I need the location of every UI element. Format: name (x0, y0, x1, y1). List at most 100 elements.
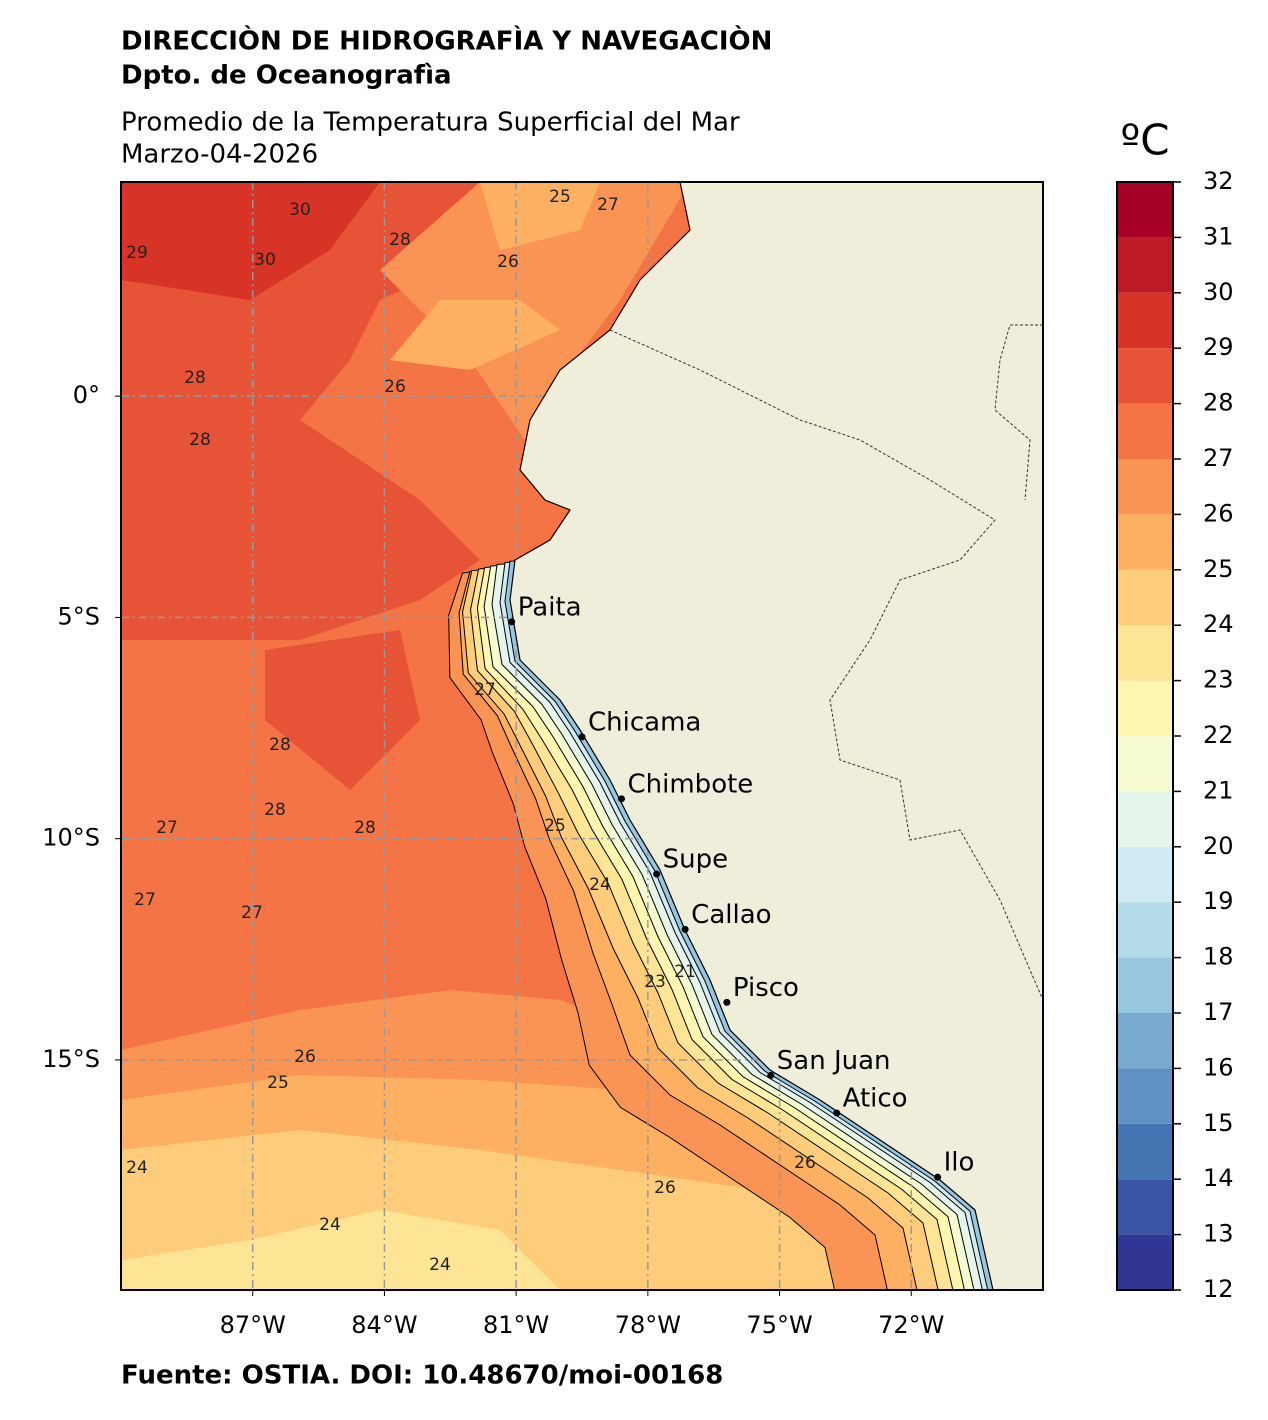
port-marker (767, 1071, 775, 1079)
border (994, 324, 1043, 501)
contour-label: 28 (354, 818, 376, 838)
colorbar-tick-label: 14 (1203, 1164, 1234, 1192)
contour-label: 21 (674, 962, 696, 982)
colorbar-segment (1117, 459, 1173, 515)
colorbar-tick-label: 23 (1203, 666, 1234, 694)
contour-label: 26 (384, 377, 406, 397)
contour-label: 26 (794, 1153, 816, 1173)
map-date: Marzo-04-2026 (121, 140, 318, 170)
colorbar-segment (1117, 791, 1173, 847)
contour-label: 28 (264, 800, 286, 820)
contour-label: 27 (474, 680, 496, 700)
contour-label: 24 (429, 1255, 451, 1275)
contour-label: 30 (254, 250, 276, 270)
colorbar-segment (1117, 348, 1173, 404)
port-name: Paita (518, 592, 582, 622)
colorbar-segment (1117, 514, 1173, 570)
port-name: Pisco (733, 973, 799, 1003)
contour-label: 25 (549, 187, 571, 207)
colorbar-tick-label: 32 (1203, 167, 1234, 195)
colorbar-tick-label: 22 (1203, 721, 1234, 749)
port-marker (578, 733, 586, 741)
contour-label: 23 (644, 972, 666, 992)
contour-label: 26 (497, 252, 519, 272)
contour-label: 27 (134, 890, 156, 910)
x-tick-label: 87°W (220, 1311, 286, 1339)
colorbar-segment (1117, 569, 1173, 626)
border (609, 329, 1043, 1001)
contour-label: 28 (189, 430, 211, 450)
contour-label: 28 (184, 368, 206, 388)
source: Fuente: OSTIA. DOI: 10.48670/moi-00168 (121, 1361, 723, 1391)
colorbar-segment (1117, 403, 1173, 459)
port-name: San Juan (777, 1046, 891, 1076)
colorbar-tick-label: 17 (1203, 998, 1234, 1026)
port-marker (723, 998, 731, 1006)
port-marker (653, 870, 661, 878)
colorbar-segment (1117, 1013, 1173, 1069)
colorbar-tick-label: 24 (1203, 610, 1234, 638)
contour-label: 29 (126, 243, 148, 263)
colorbar-tick-label: 21 (1203, 776, 1234, 804)
contour-label: 26 (654, 1178, 676, 1198)
colorbar-segment (1117, 902, 1173, 958)
port-name: Chimbote (628, 769, 754, 799)
map-frame (120, 181, 1044, 1291)
contour-label: 24 (126, 1158, 148, 1178)
colorbar-segment (1117, 625, 1173, 681)
colorbar-tick-label: 29 (1203, 333, 1234, 361)
land (509, 182, 1043, 1290)
colorbar-tick-label: 27 (1203, 444, 1234, 472)
y-tick-label: 10°S (42, 824, 100, 852)
institution: DIRECCIÒN DE HIDROGRAFÌA Y NAVEGACIÒN (121, 25, 772, 57)
contour-label: 25 (267, 1073, 289, 1093)
colorbar-tick-label: 15 (1203, 1109, 1234, 1137)
port-name: Chicama (588, 707, 701, 737)
colorbar-tick-label: 13 (1203, 1220, 1234, 1248)
contour-label: 27 (156, 818, 178, 838)
colorbar-segment (1117, 846, 1173, 903)
port-marker (681, 925, 689, 933)
colorbar-segment (1117, 1123, 1173, 1180)
y-tick-label: 15°S (42, 1045, 100, 1073)
colorbar-tick-label: 12 (1203, 1275, 1234, 1303)
port-name: Supe (663, 845, 728, 875)
colorbar-tick-label: 16 (1203, 1053, 1234, 1081)
x-tick-label: 84°W (351, 1311, 417, 1339)
colorbar-segment (1117, 292, 1173, 349)
contour-label: 24 (319, 1215, 341, 1235)
colorbar-segment (1117, 1068, 1173, 1124)
colorbar-tick-label: 18 (1203, 943, 1234, 971)
contour-label: 28 (269, 735, 291, 755)
colorbar-segment (1117, 680, 1173, 736)
colorbar-tick-label: 28 (1203, 389, 1234, 417)
y-tick-label: 0° (73, 381, 100, 409)
port-name: Atico (843, 1084, 908, 1114)
colorbar-unit: ºC (1120, 116, 1169, 165)
contour-label: 27 (241, 903, 263, 923)
x-tick-label: 75°W (746, 1311, 812, 1339)
x-tick-label: 72°W (878, 1311, 944, 1339)
x-tick-label: 78°W (615, 1311, 681, 1339)
port-marker (934, 1173, 942, 1181)
colorbar-tick-label: 30 (1203, 278, 1234, 306)
colorbar-segment (1117, 182, 1173, 238)
x-tick-label: 81°W (483, 1311, 549, 1339)
colorbar-tick-label: 25 (1203, 555, 1234, 583)
colorbar-tick-label: 20 (1203, 832, 1234, 860)
department: Dpto. de Oceanografìa (121, 61, 452, 91)
y-tick-label: 5°S (57, 602, 100, 630)
port-marker (508, 618, 516, 626)
port-marker (618, 795, 626, 803)
colorbar-segment (1117, 736, 1173, 792)
colorbar-tick-label: 31 (1203, 222, 1234, 250)
colorbar-segment (1117, 1234, 1173, 1290)
port-marker (833, 1109, 841, 1117)
contour-label: 30 (289, 200, 311, 220)
contour-label: 24 (589, 875, 611, 895)
colorbar-tick-label: 26 (1203, 499, 1234, 527)
map-title: Promedio de la Temperatura Superficial d… (121, 108, 740, 138)
port-name: Ilo (944, 1148, 975, 1178)
colorbar-segment (1117, 1179, 1173, 1235)
